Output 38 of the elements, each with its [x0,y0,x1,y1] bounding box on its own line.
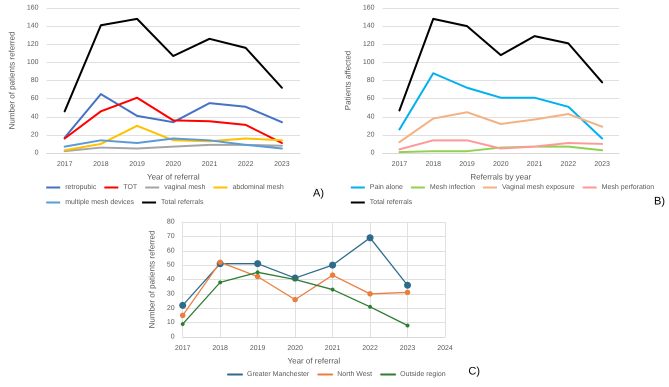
y-axis-title: Patients affected [344,50,352,110]
point [293,278,298,282]
point [404,290,410,296]
point [218,280,222,284]
point [404,282,412,289]
y-axis-title: Number of patients referred [8,32,16,130]
text: A) [313,188,324,200]
line-series [64,18,283,112]
point [256,270,260,274]
line-series [398,18,604,112]
point [180,322,185,326]
point [180,312,186,318]
point [254,274,260,280]
point [367,291,373,297]
text: B) [654,196,665,208]
point [330,288,335,292]
line-series [64,93,283,139]
point [217,260,223,265]
line-series [398,72,604,140]
line-series [64,124,283,152]
point [254,260,262,268]
point [292,296,298,302]
point [179,302,186,309]
point [330,272,336,278]
line-series [64,144,283,152]
point [366,234,374,242]
point [368,304,372,309]
x-axis-title: Year of referral [288,356,340,366]
text: C) [468,366,480,378]
point [329,262,336,269]
point [406,324,410,328]
line-series [64,138,283,150]
y-axis-title: Number of patients referred [148,230,156,328]
line-series [398,139,604,150]
line-series [398,111,604,144]
x-axis-title: Referrals by year [470,172,532,182]
x-axis-title: Year of referral [146,172,200,182]
line-series [64,96,283,144]
